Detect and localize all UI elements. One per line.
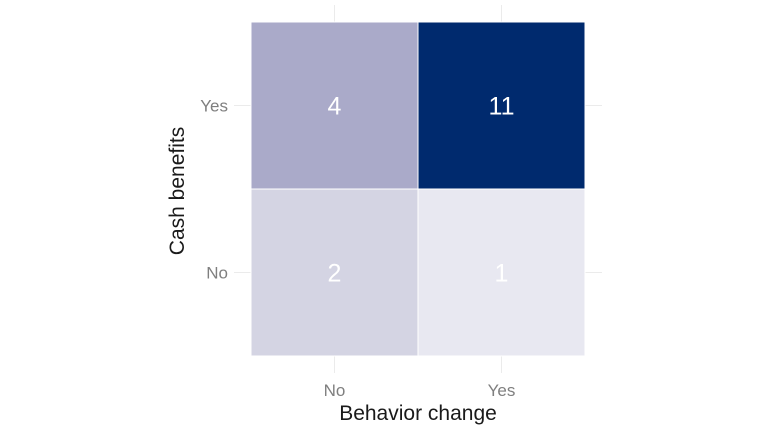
cell-value-label: 1 — [495, 260, 509, 288]
y-axis-title: Cash benefits — [166, 127, 189, 255]
x-axis-title: Behavior change — [339, 402, 497, 425]
y-tick-label: No — [206, 264, 228, 283]
x-tick-label: Yes — [488, 381, 516, 400]
heatmap-cell — [250, 188, 419, 357]
y-axis-ticks: No Yes — [200, 97, 228, 283]
cell-value-label: 4 — [328, 93, 342, 121]
y-tick-label: Yes — [200, 97, 228, 116]
x-tick-label: No — [324, 381, 346, 400]
cell-value-labels: 4 11 2 1 — [328, 93, 515, 288]
x-axis-ticks: No Yes — [324, 381, 516, 400]
heatmap-cells — [250, 21, 586, 357]
cell-value-label: 11 — [489, 93, 515, 121]
heatmap-cell — [417, 188, 586, 357]
heatmap-cell — [250, 21, 419, 190]
cell-value-label: 2 — [328, 260, 342, 288]
